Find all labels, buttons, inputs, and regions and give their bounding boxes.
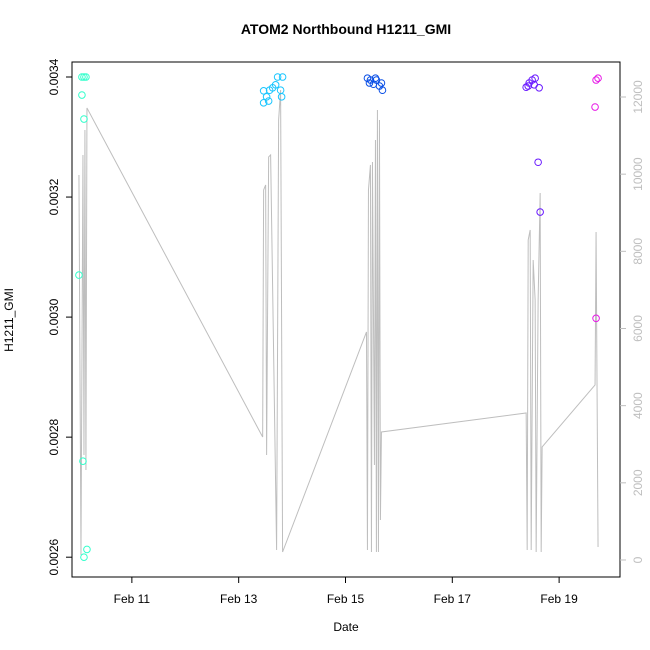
point [592, 76, 600, 84]
point [377, 79, 386, 87]
point [80, 73, 88, 81]
x-tick-label: Feb 15 [327, 592, 365, 606]
y-tick-label: 0.0034 [47, 58, 61, 95]
y2-tick-label: 4000 [631, 392, 645, 419]
y-axis-label: H1211_GMI [2, 288, 16, 352]
point [78, 73, 86, 81]
point [524, 82, 532, 90]
point [79, 457, 87, 465]
y2-tick-label: 6000 [631, 315, 645, 342]
y-tick-label: 0.0032 [47, 178, 61, 215]
y-tick-label: 0.0028 [47, 418, 61, 455]
y2-tick-label: 8000 [631, 238, 645, 265]
point [365, 79, 374, 87]
point [271, 81, 280, 89]
point [592, 314, 600, 323]
point [264, 97, 273, 105]
point [536, 208, 544, 216]
point [80, 115, 88, 123]
y2-tick-label: 2000 [631, 469, 645, 496]
point [273, 73, 282, 81]
y2-tick-label: 12000 [631, 80, 645, 114]
x-axis-label: Date [333, 620, 359, 634]
point [259, 99, 268, 107]
point [83, 545, 91, 554]
point [591, 103, 599, 111]
point [80, 553, 88, 561]
point [278, 73, 287, 81]
y2-tick-label: 10000 [631, 157, 645, 191]
point [277, 93, 286, 101]
point [594, 74, 602, 83]
point [262, 93, 271, 101]
point [371, 74, 380, 83]
point [82, 73, 90, 81]
y-tick-label: 0.0026 [47, 539, 61, 576]
point [378, 86, 387, 95]
y-tick-label: 0.0030 [47, 298, 61, 335]
plot-box [71, 61, 621, 578]
point [78, 91, 86, 99]
y2-tick-label: 0 [631, 556, 645, 563]
chart-title: ATOM2 Northbound H1211_GMI [241, 21, 451, 37]
point [259, 87, 268, 95]
x-tick-label: Feb 17 [434, 592, 472, 606]
point [534, 158, 542, 167]
point [75, 271, 83, 279]
x-tick-label: Feb 11 [114, 592, 151, 606]
line [78, 89, 599, 555]
point [535, 84, 543, 92]
x-tick-label: Feb 13 [220, 592, 258, 606]
x-tick-label: Feb 19 [540, 592, 578, 606]
